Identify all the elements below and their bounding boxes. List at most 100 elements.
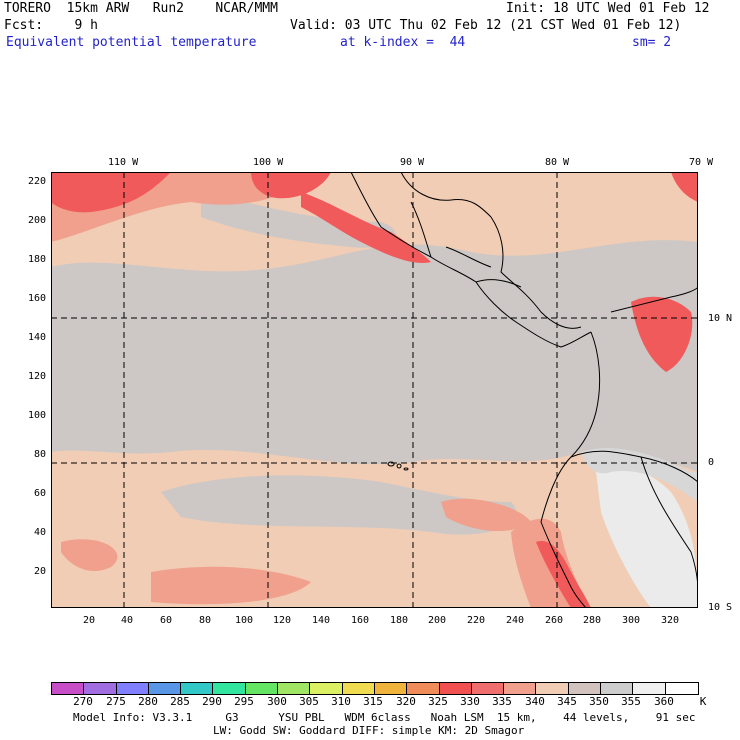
x-tick: 180 (389, 615, 409, 626)
x-tick: 200 (427, 615, 447, 626)
colorbar-label: 350 (589, 695, 609, 708)
y-tick: 180 (27, 254, 46, 265)
map-svg (51, 172, 698, 608)
field-red-n (251, 172, 331, 199)
colorbar-label: 275 (106, 695, 126, 708)
x-tick: 260 (544, 615, 564, 626)
border-colombia-ecuador (570, 450, 698, 483)
colorbar-swatch (439, 683, 472, 694)
coast-caribbean (490, 216, 582, 329)
x-tick: 160 (350, 615, 370, 626)
colorbar (51, 682, 699, 695)
theta-e-map (51, 172, 698, 608)
coast-central-america (475, 281, 592, 348)
colorbar-swatch (84, 683, 117, 694)
colorbar-unit: K (699, 695, 707, 708)
lon-label: 110 W (108, 157, 139, 168)
colorbar-swatch (213, 683, 246, 694)
lat-label: 0 (708, 457, 715, 468)
colorbar-swatch (181, 683, 214, 694)
colorbar-swatch (245, 683, 279, 694)
y-tick: 200 (27, 215, 46, 226)
y-tick: 120 (27, 371, 46, 382)
model-info: Model Info: V3.3.1 G3 YSU PBL WDM 6class… (73, 711, 696, 724)
colorbar-swatch (601, 683, 634, 694)
field-red-ne (671, 172, 698, 202)
colorbar-swatch (374, 683, 408, 694)
x-tick: 20 (82, 615, 96, 626)
y-tick: 100 (27, 410, 46, 421)
k-index: at k-index = 44 (340, 35, 466, 50)
x-tick: 120 (272, 615, 292, 626)
colorbar-label: 340 (525, 695, 545, 708)
border-honduras (445, 246, 492, 268)
colorbar-swatch (633, 683, 666, 694)
field-salmon-se (441, 498, 531, 532)
colorbar-label: 270 (73, 695, 93, 708)
y-tick: 140 (27, 332, 46, 343)
colorbar-label: 310 (331, 695, 351, 708)
colorbar-swatch (504, 683, 537, 694)
y-tick: 160 (27, 293, 46, 304)
coast-mexico (350, 172, 477, 283)
x-tick: 80 (198, 615, 212, 626)
lat-label: 10 S (708, 602, 733, 613)
colorbar-swatch (278, 683, 311, 694)
field-salmon-sw (61, 539, 118, 572)
colorbar-label: 330 (460, 695, 480, 708)
coast-yucatan (400, 172, 492, 218)
smoothing: sm= 2 (632, 35, 672, 50)
init-time: Init: 18 UTC Wed 01 Feb 12 (506, 1, 710, 16)
colorbar-label: 295 (234, 695, 254, 708)
colorbar-label: 360 (654, 695, 674, 708)
lon-label: 70 W (689, 157, 714, 168)
x-tick: 100 (234, 615, 254, 626)
colorbar-label: 315 (363, 695, 383, 708)
map-border (51, 172, 698, 608)
forecast-hour: Fcst: 9 h (4, 18, 98, 33)
field-grey-south (161, 475, 517, 535)
valid-time: Valid: 03 UTC Thu 02 Feb 12 (21 CST Wed … (290, 18, 682, 33)
field-red-nw (51, 172, 171, 213)
colorbar-swatch (568, 683, 602, 694)
colorbar-label: 345 (557, 695, 577, 708)
field-white-andes (596, 465, 698, 608)
y-tick: 220 (27, 176, 46, 187)
colorbar-swatch (148, 683, 182, 694)
x-tick: 240 (505, 615, 525, 626)
coastlines (350, 172, 698, 608)
lon-label: 90 W (400, 157, 425, 168)
x-tick: 60 (159, 615, 173, 626)
y-tick: 80 (33, 449, 46, 460)
colorbar-label: 285 (170, 695, 190, 708)
coast-venezuela (610, 286, 698, 313)
field-name: Equivalent potential temperature (6, 35, 257, 50)
colorbar-label: 355 (621, 695, 641, 708)
x-tick: 300 (621, 615, 641, 626)
x-tick: 280 (582, 615, 602, 626)
x-tick: 220 (466, 615, 486, 626)
colorbar-swatch (536, 683, 569, 694)
model-title: TORERO 15km ARW Run2 NCAR/MMM (4, 1, 278, 16)
field-red-mexico (301, 192, 431, 263)
x-tick: 320 (660, 615, 680, 626)
colorbar-label: 305 (299, 695, 319, 708)
x-tick: 40 (120, 615, 134, 626)
y-tick: 20 (33, 566, 46, 577)
colorbar-label: 280 (138, 695, 158, 708)
field-salmon-s (151, 566, 311, 605)
lon-label: 80 W (545, 157, 570, 168)
lon-label: 100 W (253, 157, 284, 168)
colorbar-label: 320 (396, 695, 416, 708)
border-nicaragua (475, 279, 522, 288)
colorbar-label: 300 (267, 695, 287, 708)
y-tick: 40 (33, 527, 46, 538)
colorbar-swatch (471, 683, 505, 694)
field-grey-band (51, 240, 698, 472)
colorbar-label: 335 (492, 695, 512, 708)
coast-peru (540, 521, 587, 608)
colorbar-label: 325 (428, 695, 448, 708)
lat-label: 10 N (708, 313, 733, 324)
field-red-peru (536, 541, 591, 608)
colorbar-swatch (407, 683, 440, 694)
